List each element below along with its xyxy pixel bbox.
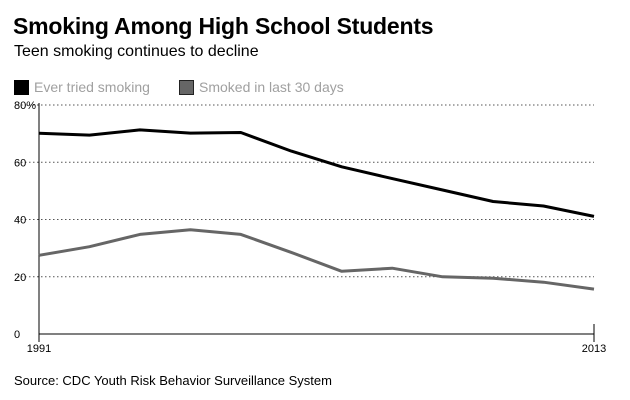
- source-note: Source: CDC Youth Risk Behavior Surveill…: [14, 373, 332, 388]
- series-line-ever-tried: [38, 128, 595, 218]
- chart-subtitle: Teen smoking continues to decline: [14, 43, 259, 60]
- x-tick-label-last: 2013: [582, 343, 606, 355]
- legend-swatch-ever-tried: [14, 79, 29, 95]
- legend-label-ever-tried: Ever tried smoking: [34, 79, 150, 95]
- x-tick-label-first: 1991: [27, 343, 51, 355]
- chart-title: Smoking Among High School Students: [13, 13, 434, 39]
- legend-swatch-last-30-days: [179, 79, 194, 95]
- y-tick-label-0: 0: [14, 329, 20, 341]
- legend-item-ever-tried: Ever tried smoking: [14, 79, 150, 95]
- y-tick-label-40: 40: [14, 215, 26, 227]
- series-line-last-30-days: [38, 228, 595, 291]
- legend-item-last-30-days: Smoked in last 30 days: [179, 79, 344, 95]
- y-tick-label-60: 60: [14, 157, 26, 169]
- y-tick-label-20: 20: [14, 272, 26, 284]
- legend-label-last-30-days: Smoked in last 30 days: [199, 79, 344, 95]
- y-tick-label-80: 80%: [14, 100, 36, 112]
